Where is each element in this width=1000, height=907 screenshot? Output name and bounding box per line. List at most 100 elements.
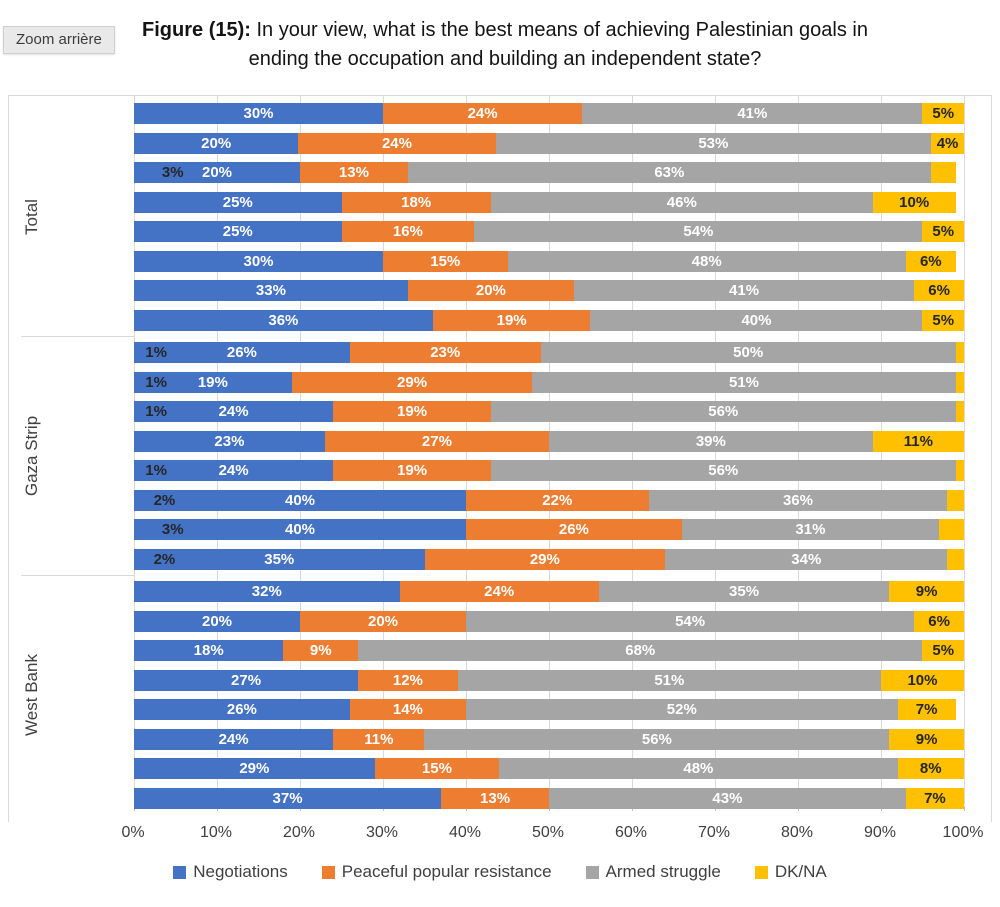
bar-segment-peaceful-popular-resistance[interactable]: 24% (298, 132, 496, 154)
bar-segment-peaceful-popular-resistance[interactable]: 29% (291, 371, 533, 393)
stacked-bar[interactable]: 20% 24% 53% 4% (134, 132, 964, 154)
stacked-bar[interactable]: 30% 24% 41% 5% (134, 103, 964, 124)
stacked-bar[interactable]: 24% 11% 56% 9% (134, 728, 964, 750)
bar-segment-negotiations[interactable]: 30% (134, 103, 383, 124)
bar-segment-armed-struggle[interactable]: 35% (598, 581, 890, 602)
bar-segment-negotiations[interactable]: 20% (134, 162, 300, 183)
bar-segment-dk-na[interactable]: 2% (154, 548, 964, 570)
bar-segment-negotiations[interactable]: 25% (134, 221, 342, 242)
stacked-bar[interactable]: 25% 16% 54% 5% (134, 221, 964, 242)
bar-segment-negotiations[interactable]: 33% (134, 280, 408, 301)
bar-segment-armed-struggle[interactable]: 56% (424, 728, 890, 750)
bar-segment-dk-na[interactable]: 3% (162, 162, 956, 183)
bar-segment-peaceful-popular-resistance[interactable]: 15% (374, 758, 500, 779)
bar-segment-peaceful-popular-resistance[interactable]: 16% (341, 221, 475, 242)
bar-segment-negotiations[interactable]: 27% (134, 669, 359, 691)
bar-segment-peaceful-popular-resistance[interactable]: 26% (466, 519, 682, 540)
bar-segment-peaceful-popular-resistance[interactable]: 27% (324, 430, 549, 452)
bar-segment-dk-na[interactable]: 5% (922, 221, 964, 242)
stacked-bar[interactable]: 24% 19% 56% 1% (134, 401, 964, 422)
bar-segment-peaceful-popular-resistance[interactable]: 24% (383, 103, 583, 124)
bar-segment-armed-struggle[interactable]: 51% (457, 669, 881, 691)
bar-segment-negotiations[interactable]: 37% (134, 787, 442, 809)
stacked-bar[interactable]: 32% 24% 35% 9% (134, 581, 964, 602)
bar-segment-dk-na[interactable]: 1% (145, 401, 964, 422)
stacked-bar[interactable]: 40% 26% 31% 3% (134, 519, 964, 540)
stacked-bar[interactable]: 33% 20% 41% 6% (134, 280, 964, 301)
stacked-bar[interactable]: 40% 22% 36% 2% (134, 489, 964, 511)
stacked-bar[interactable]: 36% 19% 40% 5% (134, 309, 964, 331)
bar-segment-negotiations[interactable]: 25% (134, 191, 342, 213)
bar-segment-peaceful-popular-resistance[interactable]: 12% (358, 669, 458, 691)
bar-segment-armed-struggle[interactable]: 50% (540, 342, 956, 363)
bar-segment-armed-struggle[interactable]: 68% (358, 640, 923, 661)
bar-segment-negotiations[interactable]: 19% (134, 371, 292, 393)
bar-segment-negotiations[interactable]: 29% (134, 758, 375, 779)
stacked-bar[interactable]: 30% 15% 48% 6% (134, 250, 964, 272)
bar-segment-dk-na[interactable]: 6% (905, 250, 956, 272)
legend-item-peaceful-popular-resistance[interactable]: Peaceful popular resistance (321, 862, 552, 882)
bar-segment-peaceful-popular-resistance[interactable]: 13% (441, 787, 549, 809)
bar-segment-armed-struggle[interactable]: 54% (466, 610, 915, 632)
bar-segment-dk-na[interactable]: 6% (914, 280, 964, 301)
bar-segment-armed-struggle[interactable]: 63% (407, 162, 931, 183)
bar-segment-peaceful-popular-resistance[interactable]: 19% (333, 401, 491, 422)
stacked-bar[interactable]: 20% 20% 54% 6% (134, 610, 964, 632)
bar-segment-armed-struggle[interactable]: 51% (532, 371, 956, 393)
bar-segment-negotiations[interactable]: 30% (134, 250, 383, 272)
bar-segment-negotiations[interactable]: 24% (134, 460, 334, 481)
legend-item-armed-struggle[interactable]: Armed struggle (585, 862, 721, 882)
bar-segment-peaceful-popular-resistance[interactable]: 19% (432, 309, 591, 331)
legend-item-negotiations[interactable]: Negotiations (173, 862, 288, 882)
bar-segment-armed-struggle[interactable]: 56% (490, 401, 956, 422)
bar-segment-armed-struggle[interactable]: 53% (495, 132, 932, 154)
bar-segment-dk-na[interactable]: 5% (922, 103, 964, 124)
stacked-bar[interactable]: 27% 12% 51% 10% (134, 669, 964, 691)
bar-segment-peaceful-popular-resistance[interactable]: 9% (283, 640, 359, 661)
bar-segment-negotiations[interactable]: 23% (134, 430, 325, 452)
bar-segment-peaceful-popular-resistance[interactable]: 22% (466, 489, 649, 511)
bar-segment-armed-struggle[interactable]: 46% (490, 191, 873, 213)
bar-segment-dk-na[interactable]: 4% (931, 132, 964, 154)
bar-segment-negotiations[interactable]: 36% (134, 309, 433, 331)
bar-segment-peaceful-popular-resistance[interactable]: 24% (399, 581, 599, 602)
bar-segment-dk-na[interactable]: 7% (897, 699, 956, 720)
stacked-bar[interactable]: 26% 23% 50% 1% (134, 342, 964, 363)
bar-segment-dk-na[interactable]: 6% (914, 610, 964, 632)
bar-segment-dk-na[interactable]: 9% (889, 728, 964, 750)
bar-segment-negotiations[interactable]: 40% (134, 519, 466, 540)
bar-segment-dk-na[interactable]: 2% (154, 489, 964, 511)
bar-segment-armed-struggle[interactable]: 36% (648, 489, 948, 511)
bar-segment-armed-struggle[interactable]: 41% (573, 280, 915, 301)
stacked-bar[interactable]: 23% 27% 39% 11% (134, 430, 964, 452)
stacked-bar[interactable]: 18% 9% 68% 5% (134, 640, 964, 661)
stacked-bar[interactable]: 37% 13% 43% 7% (134, 787, 964, 809)
bar-segment-negotiations[interactable]: 26% (134, 342, 350, 363)
bar-segment-armed-struggle[interactable]: 43% (548, 787, 906, 809)
bar-segment-armed-struggle[interactable]: 31% (681, 519, 940, 540)
bar-segment-dk-na[interactable]: 3% (162, 519, 964, 540)
bar-segment-dk-na[interactable]: 1% (145, 460, 964, 481)
bar-segment-dk-na[interactable]: 5% (922, 640, 964, 661)
bar-segment-dk-na[interactable]: 1% (145, 371, 964, 393)
bar-segment-negotiations[interactable]: 24% (134, 728, 334, 750)
bar-segment-peaceful-popular-resistance[interactable]: 18% (341, 191, 491, 213)
bar-segment-armed-struggle[interactable]: 39% (548, 430, 873, 452)
bar-segment-armed-struggle[interactable]: 48% (499, 758, 898, 779)
bar-segment-dk-na[interactable]: 1% (145, 342, 964, 363)
stacked-bar[interactable]: 24% 19% 56% 1% (134, 460, 964, 481)
bar-segment-peaceful-popular-resistance[interactable]: 13% (300, 162, 408, 183)
bar-segment-dk-na[interactable]: 9% (889, 581, 964, 602)
bar-segment-dk-na[interactable]: 11% (872, 430, 964, 452)
bar-segment-armed-struggle[interactable]: 56% (490, 460, 956, 481)
bar-segment-peaceful-popular-resistance[interactable]: 11% (333, 728, 425, 750)
stacked-bar[interactable]: 19% 29% 51% 1% (134, 371, 964, 393)
stacked-bar[interactable]: 29% 15% 48% 8% (134, 758, 964, 779)
bar-segment-armed-struggle[interactable]: 52% (465, 699, 898, 720)
bar-segment-peaceful-popular-resistance[interactable]: 19% (333, 460, 491, 481)
bar-segment-armed-struggle[interactable]: 41% (582, 103, 923, 124)
stacked-bar[interactable]: 35% 29% 34% 2% (134, 548, 964, 570)
bar-segment-dk-na[interactable]: 7% (905, 787, 964, 809)
stacked-bar[interactable]: 26% 14% 52% 7% (134, 699, 964, 720)
bar-segment-negotiations[interactable]: 26% (134, 699, 350, 720)
